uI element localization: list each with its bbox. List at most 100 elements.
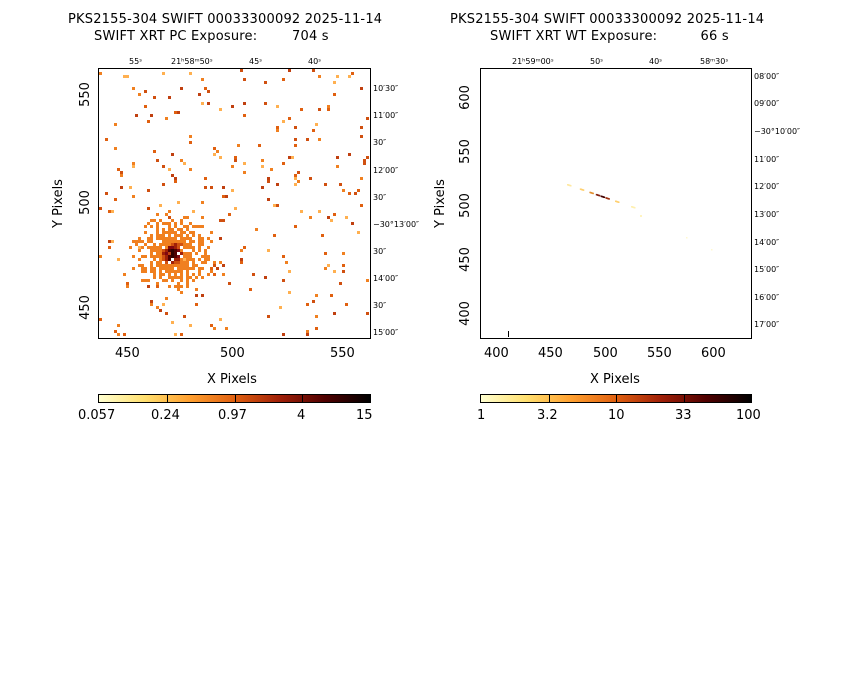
pc-dec-tick: −30°13′00″ bbox=[373, 220, 420, 229]
pc-count-pixel bbox=[324, 252, 327, 255]
pc-count-pixel bbox=[114, 147, 117, 150]
pc-count-pixel bbox=[294, 144, 297, 147]
pc-count-pixel bbox=[162, 249, 165, 252]
pc-count-pixel bbox=[159, 255, 162, 258]
pc-count-pixel bbox=[207, 246, 210, 249]
pc-count-pixel bbox=[222, 273, 225, 276]
pc-count-pixel bbox=[114, 123, 117, 126]
pc-count-pixel bbox=[147, 222, 150, 225]
pc-count-pixel bbox=[162, 243, 165, 246]
pc-count-pixel bbox=[207, 258, 210, 261]
pc-count-pixel bbox=[189, 267, 192, 270]
pc-count-pixel bbox=[192, 246, 195, 249]
pc-x-axis-label: X Pixels bbox=[207, 372, 257, 387]
pc-count-pixel bbox=[159, 252, 162, 255]
pc-image-frame bbox=[98, 68, 371, 339]
pc-count-pixel bbox=[192, 258, 195, 261]
pc-count-pixel bbox=[198, 243, 201, 246]
pc-count-pixel bbox=[156, 246, 159, 249]
pc-count-pixel bbox=[213, 327, 216, 330]
pc-count-pixel bbox=[168, 96, 171, 99]
pc-count-pixel bbox=[231, 105, 234, 108]
pc-count-pixel bbox=[360, 204, 363, 207]
pc-count-pixel bbox=[234, 159, 237, 162]
pc-count-pixel bbox=[204, 255, 207, 258]
wt-count-pixel bbox=[603, 196, 606, 199]
pc-count-pixel bbox=[147, 120, 150, 123]
pc-count-pixel bbox=[186, 264, 189, 267]
pc-count-pixel bbox=[165, 237, 168, 240]
pc-count-pixel bbox=[174, 231, 177, 234]
pc-count-pixel bbox=[156, 213, 159, 216]
wt-y-tick: 550 bbox=[457, 139, 473, 164]
pc-count-pixel bbox=[282, 162, 285, 165]
pc-count-pixel bbox=[366, 279, 369, 282]
pc-count-pixel bbox=[186, 225, 189, 228]
pc-count-pixel bbox=[192, 240, 195, 243]
pc-count-pixel bbox=[189, 135, 192, 138]
pc-count-pixel bbox=[159, 243, 162, 246]
pc-count-pixel bbox=[273, 204, 276, 207]
pc-count-pixel bbox=[306, 333, 309, 336]
pc-count-pixel bbox=[216, 267, 219, 270]
pc-count-pixel bbox=[363, 159, 366, 162]
pc-dec-tick: 30″ bbox=[373, 138, 387, 147]
pc-count-pixel bbox=[168, 228, 171, 231]
pc-count-pixel bbox=[165, 264, 168, 267]
pc-count-pixel bbox=[306, 138, 309, 141]
pc-count-pixel bbox=[213, 147, 216, 150]
pc-count-pixel bbox=[174, 243, 177, 246]
pc-count-pixel bbox=[159, 309, 162, 312]
pc-count-pixel bbox=[153, 276, 156, 279]
pc-count-pixel bbox=[186, 267, 189, 270]
pc-count-pixel bbox=[180, 261, 183, 264]
pc-count-pixel bbox=[159, 219, 162, 222]
pc-count-pixel bbox=[249, 288, 252, 291]
pc-dec-tick: 15′00″ bbox=[373, 328, 399, 337]
pc-count-pixel bbox=[168, 243, 171, 246]
wt-count-pixel bbox=[618, 201, 620, 203]
pc-count-pixel bbox=[183, 258, 186, 261]
pc-count-pixel bbox=[183, 216, 186, 219]
pc-count-pixel bbox=[174, 237, 177, 240]
pc-count-pixel bbox=[345, 216, 348, 219]
pc-count-pixel bbox=[114, 198, 117, 201]
wt-dec-tick: 09′00″ bbox=[754, 99, 780, 108]
pc-colorbar-tick: 0.057 bbox=[78, 408, 116, 423]
pc-count-pixel bbox=[171, 267, 174, 270]
pc-count-pixel bbox=[159, 276, 162, 279]
pc-count-pixel bbox=[312, 129, 315, 132]
wt-colorbar-tick: 10 bbox=[608, 408, 625, 423]
pc-count-pixel bbox=[117, 333, 120, 336]
pc-count-pixel bbox=[141, 255, 144, 258]
pc-count-pixel bbox=[294, 183, 297, 186]
pc-count-pixel bbox=[174, 111, 177, 114]
pc-count-pixel bbox=[165, 312, 168, 315]
pc-count-pixel bbox=[141, 264, 144, 267]
pc-count-pixel bbox=[159, 237, 162, 240]
wt-dec-tick: 08′00″ bbox=[754, 72, 780, 81]
pc-count-pixel bbox=[177, 240, 180, 243]
pc-count-pixel bbox=[201, 216, 204, 219]
pc-count-pixel bbox=[186, 279, 189, 282]
pc-count-pixel bbox=[165, 267, 168, 270]
pc-count-pixel bbox=[195, 225, 198, 228]
pc-count-pixel bbox=[183, 252, 186, 255]
pc-count-pixel bbox=[183, 231, 186, 234]
wt-count-pixel bbox=[634, 207, 636, 209]
pc-count-pixel bbox=[336, 165, 339, 168]
pc-count-pixel bbox=[210, 231, 213, 234]
pc-count-pixel bbox=[177, 276, 180, 279]
pc-count-pixel bbox=[144, 270, 147, 273]
pc-count-pixel bbox=[174, 285, 177, 288]
pc-count-pixel bbox=[123, 75, 126, 78]
pc-count-pixel bbox=[159, 270, 162, 273]
pc-count-pixel bbox=[156, 234, 159, 237]
pc-count-pixel bbox=[132, 162, 135, 165]
pc-count-pixel bbox=[153, 255, 156, 258]
pc-count-pixel bbox=[171, 249, 174, 252]
pc-count-pixel bbox=[126, 282, 129, 285]
pc-dec-tick: 10′30″ bbox=[373, 84, 399, 93]
pc-count-pixel bbox=[144, 255, 147, 258]
pc-count-pixel bbox=[264, 102, 267, 105]
